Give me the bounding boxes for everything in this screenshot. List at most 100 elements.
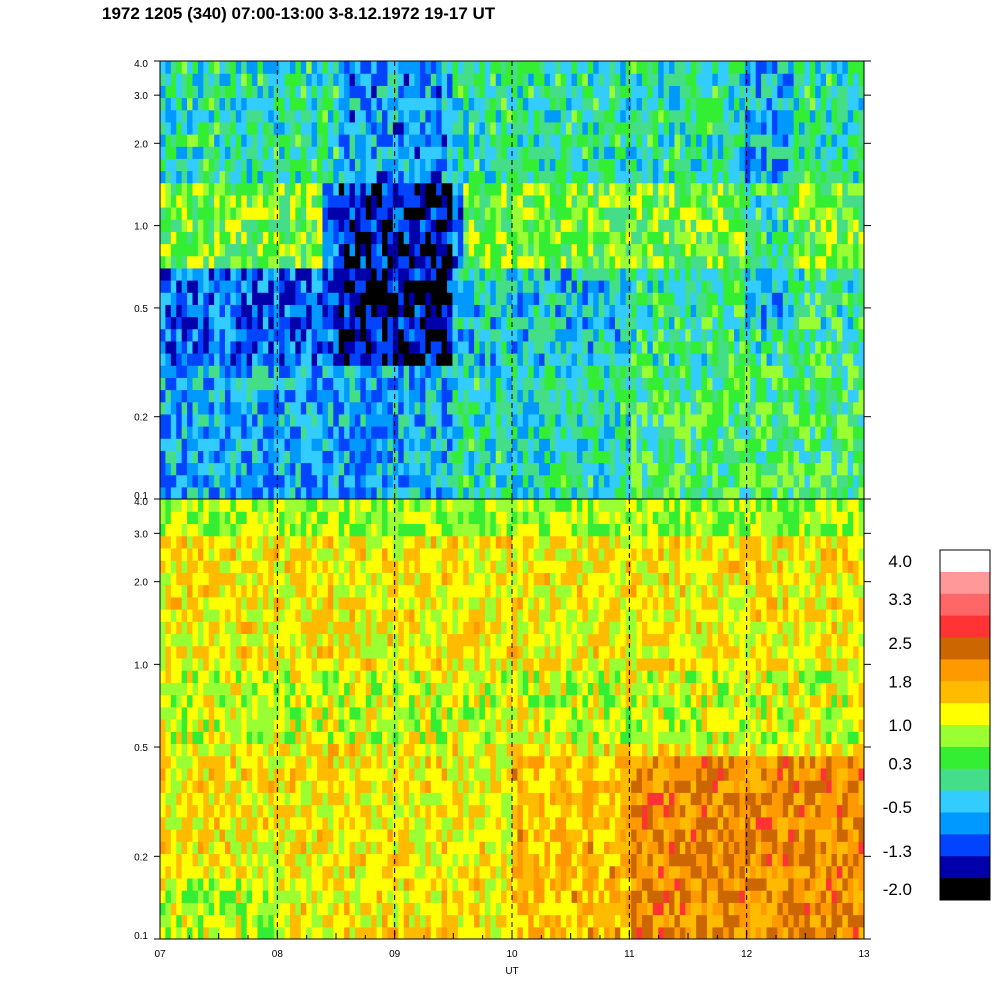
upper-spectral-cell (365, 401, 372, 415)
upper-spectral-cell (365, 146, 372, 159)
upper-spectral-cell (436, 243, 443, 257)
upper-spectral-cell (549, 316, 556, 330)
upper-spectral-cell (333, 255, 340, 269)
upper-spectral-cell (734, 389, 741, 403)
upper-spectral-cell (728, 413, 735, 427)
lower-spectral-cell (371, 926, 378, 939)
upper-spectral-cell (826, 462, 833, 476)
upper-spectral-cell (208, 267, 215, 281)
upper-spectral-cell (625, 340, 632, 354)
upper-spectral-cell (322, 316, 329, 330)
upper-spectral-cell (766, 353, 773, 366)
upper-spectral-cell (317, 280, 324, 293)
upper-spectral-cell (419, 267, 426, 281)
upper-spectral-cell (419, 255, 426, 269)
lower-spectral-cell (170, 926, 177, 939)
upper-spectral-cell (452, 146, 459, 159)
upper-spectral-cell (614, 353, 621, 366)
upper-spectral-cell (327, 73, 334, 86)
upper-spectral-cell (165, 121, 172, 135)
upper-spectral-cell (641, 219, 648, 232)
upper-spectral-cell (641, 97, 648, 111)
upper-spectral-cell (295, 462, 302, 476)
lower-spectral-cell (214, 926, 221, 939)
upper-spectral-cell (788, 280, 795, 293)
upper-spectral-cell (566, 365, 573, 378)
upper-spectral-cell (609, 340, 616, 354)
upper-spectral-cell (160, 462, 167, 476)
upper-spectral-cell (187, 61, 194, 74)
upper-spectral-cell (777, 61, 784, 74)
upper-spectral-cell (365, 85, 372, 99)
lower-spectral-cell (214, 902, 221, 916)
upper-spectral-cell (576, 413, 583, 427)
upper-spectral-cell (566, 134, 573, 147)
upper-spectral-cell (717, 158, 724, 172)
upper-spectral-cell (176, 304, 183, 318)
upper-spectral-cell (430, 255, 437, 269)
upper-spectral-cell (690, 121, 697, 135)
upper-spectral-cell (197, 134, 204, 147)
lower-spectral-cell (614, 914, 621, 928)
upper-spectral-cell (425, 134, 432, 147)
upper-spectral-cell (398, 231, 405, 245)
upper-spectral-cell (609, 267, 616, 281)
upper-spectral-cell (441, 61, 448, 74)
lower-spectral-cell (706, 914, 713, 928)
upper-spectral-cell (338, 340, 345, 354)
upper-spectral-cell (365, 158, 372, 172)
upper-spectral-cell (641, 316, 648, 330)
upper-spectral-cell (365, 340, 372, 354)
upper-spectral-cell (284, 73, 291, 86)
upper-spectral-cell (755, 426, 762, 439)
upper-spectral-cell (257, 267, 264, 281)
upper-spectral-cell (522, 207, 529, 220)
upper-spectral-cell (831, 134, 838, 147)
upper-spectral-cell (625, 438, 632, 451)
upper-spectral-cell (826, 97, 833, 111)
upper-spectral-cell (327, 121, 334, 135)
upper-spectral-cell (815, 328, 822, 342)
upper-spectral-cell (517, 280, 524, 293)
upper-spectral-cell (836, 255, 843, 269)
upper-spectral-cell (252, 194, 259, 208)
upper-spectral-cell (836, 438, 843, 451)
upper-spectral-cell (517, 292, 524, 305)
upper-spectral-cell (317, 486, 324, 499)
upper-spectral-cell (522, 97, 529, 111)
upper-spectral-cell (160, 146, 167, 159)
upper-spectral-cell (636, 158, 643, 172)
upper-spectral-cell (376, 340, 383, 354)
upper-spectral-cell (690, 280, 697, 293)
upper-spectral-cell (365, 231, 372, 245)
upper-spectral-cell (549, 121, 556, 135)
upper-spectral-cell (181, 97, 188, 111)
upper-spectral-cell (246, 207, 253, 220)
upper-spectral-cell (587, 462, 594, 476)
lower-spectral-cell (241, 902, 248, 916)
upper-spectral-cell (674, 255, 681, 269)
upper-spectral-cell (744, 486, 751, 499)
upper-spectral-cell (512, 243, 519, 257)
upper-spectral-cell (317, 182, 324, 196)
upper-spectral-cell (289, 474, 296, 488)
upper-spectral-cell (376, 194, 383, 208)
upper-spectral-cell (587, 413, 594, 427)
upper-spectral-cell (566, 158, 573, 172)
upper-spectral-cell (354, 365, 361, 378)
upper-spectral-cell (739, 474, 746, 488)
upper-spectral-cell (176, 146, 183, 159)
lower-spectral-cell (522, 926, 529, 939)
upper-spectral-cell (685, 85, 692, 99)
upper-spectral-cell (587, 377, 594, 391)
upper-spectral-cell (501, 292, 508, 305)
upper-spectral-cell (295, 134, 302, 147)
upper-spectral-cell (409, 426, 416, 439)
upper-spectral-cell (658, 438, 665, 451)
upper-spectral-cell (652, 182, 659, 196)
upper-spectral-cell (474, 194, 481, 208)
upper-spectral-cell (842, 267, 849, 281)
upper-spectral-cell (284, 486, 291, 499)
upper-spectral-cell (365, 450, 372, 464)
upper-spectral-cell (398, 255, 405, 269)
